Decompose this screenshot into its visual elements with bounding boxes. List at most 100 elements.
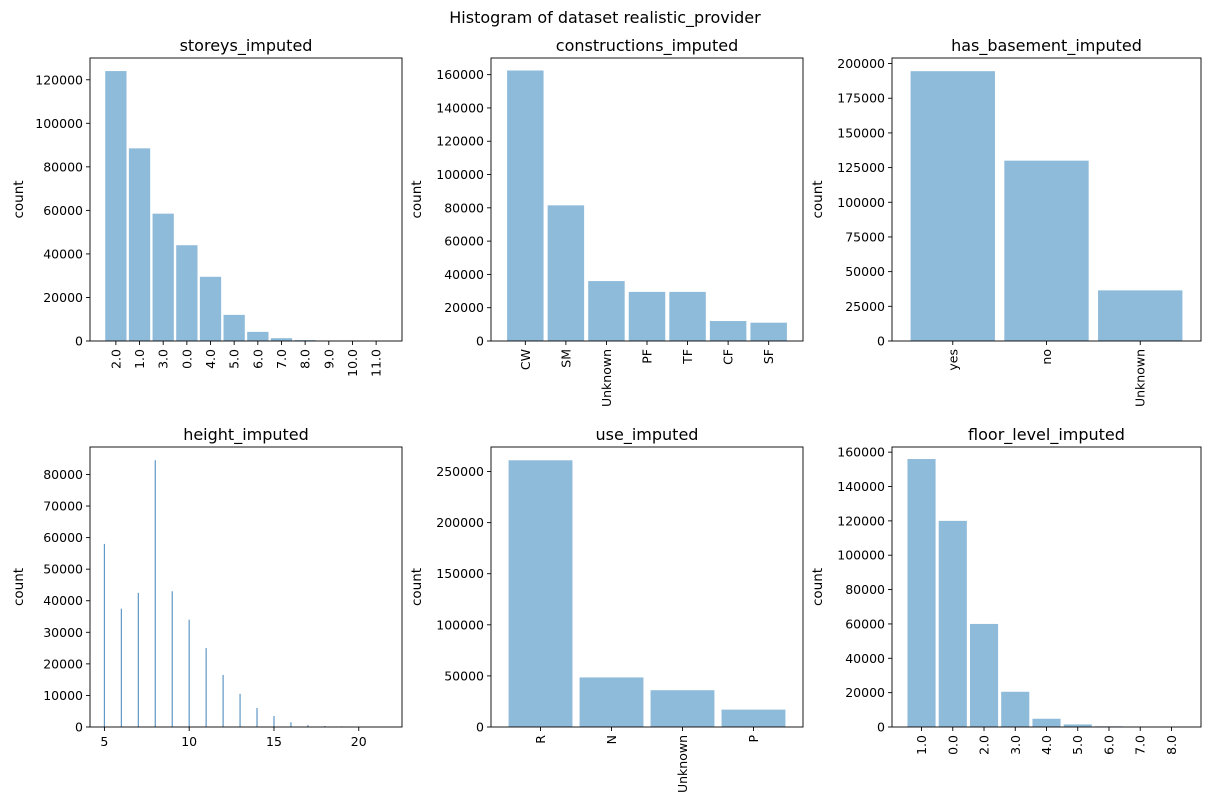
y-tick-label: 40000 [845,651,885,666]
y-tick-label: 0 [476,334,484,349]
bar-SF [750,322,787,341]
hist-bar [307,725,309,727]
y-tick-label: 100000 [837,195,885,210]
hist-bar [273,715,275,727]
y-tick-label: 175000 [837,91,885,106]
x-tick-label: 5.0 [227,349,242,369]
x-tick-label: 8.0 [298,349,313,369]
y-tick-label: 160000 [436,67,484,82]
bar-PF [628,291,666,341]
y-tick-label: 60000 [43,530,83,545]
y-axis-label: count [810,180,826,218]
x-tick-label: 7.0 [1133,735,1148,755]
x-tick-label: 2.0 [977,735,992,755]
y-tick-label: 100000 [436,167,484,182]
x-tick-label: 15 [266,734,282,749]
bar-4.0 [199,276,222,341]
bar-5.0 [223,314,245,341]
x-tick-label: SF [761,349,776,364]
y-tick-label: 150000 [436,566,484,581]
hist-bar [137,592,139,727]
panel-title: use_imputed [596,425,699,445]
y-tick-label: 20000 [43,290,83,305]
x-tick-label: 0.0 [179,349,194,369]
x-tick-label: 8.0 [1164,735,1179,755]
y-tick-label: 80000 [845,582,885,597]
hist-bar [154,460,156,727]
hist-bar [222,674,224,727]
hist-bar [188,619,190,727]
hist-bar [171,591,173,727]
y-tick-label: 100000 [35,116,83,131]
hist-bar [120,608,122,727]
chart-panel-has_basement_imputed: yes no Unknown 0 25000 50000 75000 100000 125000… [810,36,1202,407]
x-tick-label: 0.0 [945,735,960,755]
x-tick-label: 5.0 [1070,735,1085,755]
axes-frame [89,57,403,342]
y-tick-label: 0 [75,720,83,735]
x-tick-label: Unknown [675,735,690,793]
y-tick-label: 100000 [436,617,484,632]
x-tick-label: 3.0 [1008,735,1023,755]
panel-title: has_basement_imputed [951,36,1142,56]
y-axis-label: count [409,180,425,218]
hist-bar [103,543,106,727]
bar-P [721,709,786,727]
y-tick-label: 30000 [43,625,83,640]
x-tick-label: 4.0 [203,349,218,369]
y-tick-label: 50000 [444,668,484,683]
bar-7.0 [270,338,293,341]
x-tick-label: 6.0 [250,349,265,369]
y-tick-label: 60000 [845,616,885,631]
bar-yes [910,71,995,341]
y-tick-label: 200000 [837,56,885,71]
bar-5.0 [1063,724,1092,727]
y-tick-label: 40000 [444,267,484,282]
y-tick-label: 40000 [43,593,83,608]
y-tick-label: 160000 [837,445,885,460]
x-tick-label: PF [640,349,655,364]
y-tick-label: 20000 [845,685,885,700]
y-axis-label: count [409,568,425,606]
chart-panel-use_imputed: R N Unknown P 0 50000 100000 150000 200000 250000… [409,425,804,793]
x-tick-label: 9.0 [321,349,336,369]
axes-frame [891,446,1202,728]
y-tick-label: 80000 [444,200,484,215]
bar-2.0 [105,71,127,342]
hist-bar [256,708,258,727]
panel-title: constructions_imputed [556,36,738,56]
x-tick-label: P [746,735,761,743]
chart-panel-constructions_imputed: CW SM Unknown PF TF CF SF 0 20000 40000 60000 80000… [409,36,804,407]
y-tick-label: 0 [877,720,885,735]
y-tick-label: 125000 [837,160,885,175]
bar-CW [507,70,544,341]
y-tick-label: 0 [877,334,885,349]
bar-Unknown [650,690,715,727]
figure-suptitle: Histogram of dataset realistic_provider [449,8,761,28]
y-tick-label: 120000 [35,72,83,87]
x-tick-label: 5 [100,734,108,749]
chart-panel-storeys_imputed: 2.0 1.0 3.0 0.0 4.0 5.0 6.0 7.0 8.0 9.0 10.0 11.0 0 2… [11,36,403,377]
x-tick-label: 1.0 [914,735,929,755]
bar-N [579,677,644,727]
x-tick-label: 11.0 [369,349,384,377]
y-tick-label: 0 [75,334,83,349]
chart-panels: 2.0 1.0 3.0 0.0 4.0 5.0 6.0 7.0 8.0 9.0 10.0 11.0 0 2… [11,36,1202,793]
bar-3.0 [152,213,174,341]
axes-frame [891,57,1202,342]
x-tick-label: yes [945,349,960,371]
bar-CF [709,321,747,341]
bar-0.0 [938,520,967,727]
bar-4.0 [1032,718,1061,727]
bar-R [508,460,573,727]
bar-SM [547,205,585,341]
bar-1.0 [128,148,151,341]
axes-frame [490,446,804,728]
x-tick-label: CF [721,349,736,365]
y-tick-label: 20000 [43,656,83,671]
bar-Unknown [588,281,625,341]
x-tick-label: 6.0 [1101,735,1116,755]
x-tick-label: R [533,735,548,744]
panel-title: height_imputed [183,425,309,445]
y-tick-label: 150000 [837,125,885,140]
